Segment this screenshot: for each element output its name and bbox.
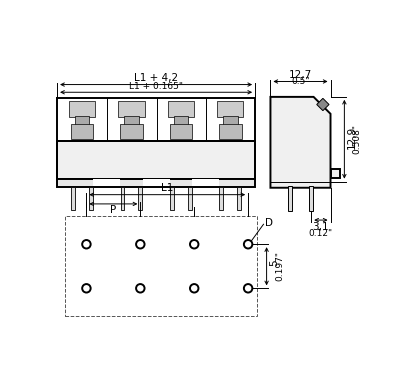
Text: 3,1: 3,1: [312, 222, 329, 232]
Bar: [89, 187, 93, 210]
Bar: [188, 187, 192, 210]
Bar: [57, 141, 255, 179]
Bar: [217, 101, 244, 118]
Bar: [192, 179, 219, 186]
Bar: [93, 179, 120, 186]
Text: L1 + 0.165": L1 + 0.165": [129, 82, 183, 91]
Polygon shape: [330, 169, 340, 178]
Bar: [174, 116, 188, 125]
Text: 0.508": 0.508": [352, 124, 361, 154]
Text: P: P: [110, 206, 116, 216]
Bar: [170, 124, 192, 139]
Text: 0.12": 0.12": [309, 229, 333, 237]
Bar: [124, 116, 139, 125]
Bar: [75, 116, 89, 125]
Bar: [288, 186, 292, 211]
Bar: [69, 101, 95, 118]
Bar: [309, 186, 313, 211]
Bar: [220, 187, 223, 210]
Bar: [57, 179, 255, 187]
Text: 12,7: 12,7: [289, 70, 312, 80]
Bar: [142, 179, 170, 186]
Polygon shape: [317, 98, 329, 111]
Bar: [219, 124, 242, 139]
Bar: [65, 216, 257, 316]
Bar: [237, 187, 241, 210]
Bar: [158, 99, 204, 140]
Text: 12,9: 12,9: [347, 125, 357, 148]
Bar: [138, 187, 142, 210]
Bar: [207, 99, 254, 140]
Bar: [108, 99, 154, 140]
Bar: [71, 124, 93, 139]
Bar: [223, 116, 238, 125]
Bar: [120, 187, 124, 210]
Bar: [120, 124, 142, 139]
Text: L1: L1: [161, 183, 174, 193]
Bar: [168, 101, 194, 118]
Text: 0.5": 0.5": [291, 77, 310, 86]
Text: 5: 5: [269, 259, 279, 266]
Text: 0.197": 0.197": [275, 251, 284, 281]
Bar: [59, 99, 105, 140]
Bar: [118, 101, 144, 118]
Bar: [170, 187, 174, 210]
Bar: [71, 187, 75, 210]
Polygon shape: [270, 97, 330, 188]
Text: D: D: [265, 218, 273, 228]
Text: L1 + 4,2: L1 + 4,2: [134, 73, 178, 83]
